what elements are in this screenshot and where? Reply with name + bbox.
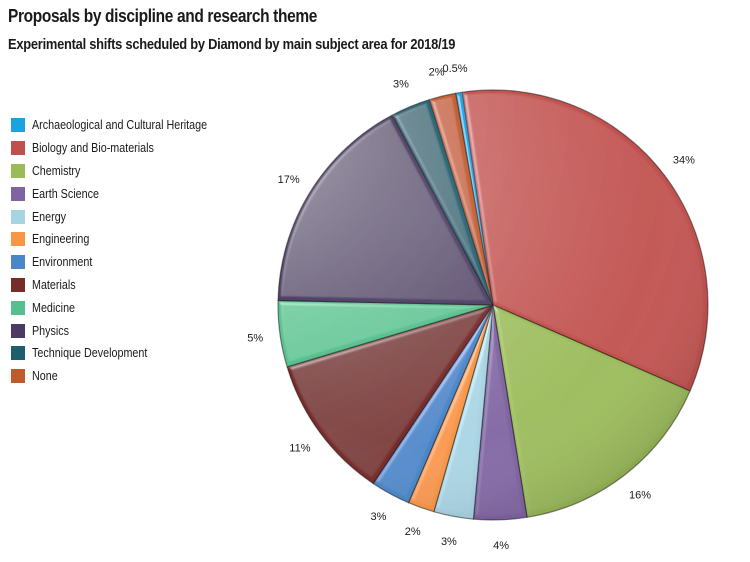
slice-percent-label: 4%	[493, 540, 509, 552]
slice-percent-label: 0.5%	[442, 63, 467, 75]
legend-item: Materials	[11, 274, 236, 297]
legend-swatch	[11, 209, 25, 224]
legend-label: Physics	[32, 323, 70, 338]
slice-percent-label: 16%	[629, 490, 651, 502]
legend-item: Biology and Bio-materials	[11, 137, 236, 160]
legend-label: Environment	[32, 255, 93, 270]
legend-swatch	[11, 323, 25, 338]
legend-label: Archaeological and Cultural Heritage	[32, 118, 208, 133]
chart-subtitle: Experimental shifts scheduled by Diamond…	[8, 36, 456, 53]
chart-legend: Archaeological and Cultural Heritage Biol…	[11, 114, 236, 388]
legend-label: Biology and Bio-materials	[32, 141, 154, 156]
legend-item: Medicine	[11, 296, 236, 319]
legend-swatch	[11, 369, 25, 384]
slice-percent-label: 34%	[673, 155, 695, 167]
slice-percent-label: 17%	[278, 174, 300, 186]
legend-swatch	[11, 186, 25, 201]
legend-item: Earth Science	[11, 182, 236, 205]
legend-item: Engineering	[11, 228, 236, 251]
chart-title: Proposals by discipline and research the…	[8, 6, 318, 26]
legend-label: Earth Science	[32, 186, 99, 201]
legend-label: Chemistry	[32, 163, 81, 178]
slice-percent-label: 3%	[441, 536, 457, 548]
legend-item: Chemistry	[11, 160, 236, 183]
legend-item: Archaeological and Cultural Heritage	[11, 114, 236, 137]
legend-label: Technique Development	[32, 346, 148, 361]
slice-percent-label: 5%	[247, 332, 263, 344]
legend-item: None	[11, 365, 236, 388]
legend-label: None	[32, 369, 58, 384]
slice-percent-label: 3%	[371, 511, 387, 523]
legend-swatch	[11, 141, 25, 156]
legend-label: Materials	[32, 277, 76, 292]
slice-percent-label: 2%	[405, 526, 421, 538]
legend-item: Technique Development	[11, 342, 236, 365]
legend-item: Energy	[11, 205, 236, 228]
legend-swatch	[11, 346, 25, 361]
legend-swatch	[11, 300, 25, 315]
slice-percent-label: 11%	[289, 443, 310, 455]
legend-swatch	[11, 277, 25, 292]
legend-item: Environment	[11, 251, 236, 274]
legend-label: Medicine	[32, 300, 76, 315]
legend-swatch	[11, 163, 25, 178]
legend-swatch	[11, 118, 25, 133]
legend-swatch	[11, 232, 25, 247]
legend-label: Engineering	[32, 232, 90, 247]
legend-swatch	[11, 255, 25, 270]
legend-label: Energy	[32, 209, 67, 224]
legend-item: Physics	[11, 319, 236, 342]
slice-percent-label: 3%	[393, 78, 409, 90]
slice-percent-label: 2%	[429, 67, 445, 79]
